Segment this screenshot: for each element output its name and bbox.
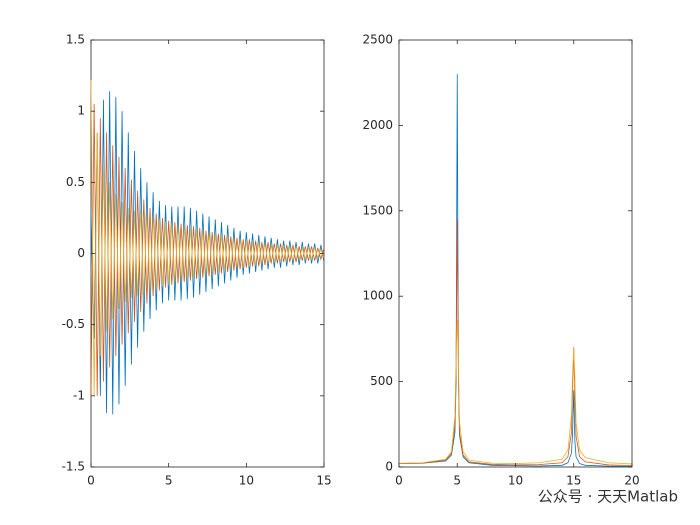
y-tick-label: 1500 (362, 203, 393, 217)
x-tick-label: 15 (566, 474, 581, 488)
y-tick-label: 2000 (362, 118, 393, 132)
y-tick-label: 1 (77, 104, 85, 118)
axes-box (398, 39, 633, 468)
y-tick-label: 1.5 (66, 33, 85, 47)
x-tick-label: 15 (316, 474, 331, 488)
watermark: 公众号 · 天天Matlab (538, 488, 678, 506)
x-tick-label: 20 (624, 474, 639, 488)
y-tick-label: 2500 (362, 33, 393, 47)
y-tick-label: 0 (385, 460, 393, 474)
series-line (90, 79, 325, 396)
y-tick-label: 1000 (362, 289, 393, 303)
y-tick-label: -1 (73, 388, 85, 402)
x-tick-label: 0 (87, 474, 95, 488)
y-tick-label: 0 (77, 246, 85, 260)
y-tick-label: -0.5 (62, 317, 85, 331)
x-tick-label: 5 (453, 474, 461, 488)
y-tick-label: 500 (370, 374, 393, 388)
x-tick-label: 10 (239, 474, 254, 488)
y-tick-label: 0.5 (66, 175, 85, 189)
x-tick-label: 5 (165, 474, 173, 488)
x-tick-label: 10 (508, 474, 523, 488)
x-tick-label: 0 (395, 474, 403, 488)
y-tick-label: -1.5 (62, 460, 85, 474)
